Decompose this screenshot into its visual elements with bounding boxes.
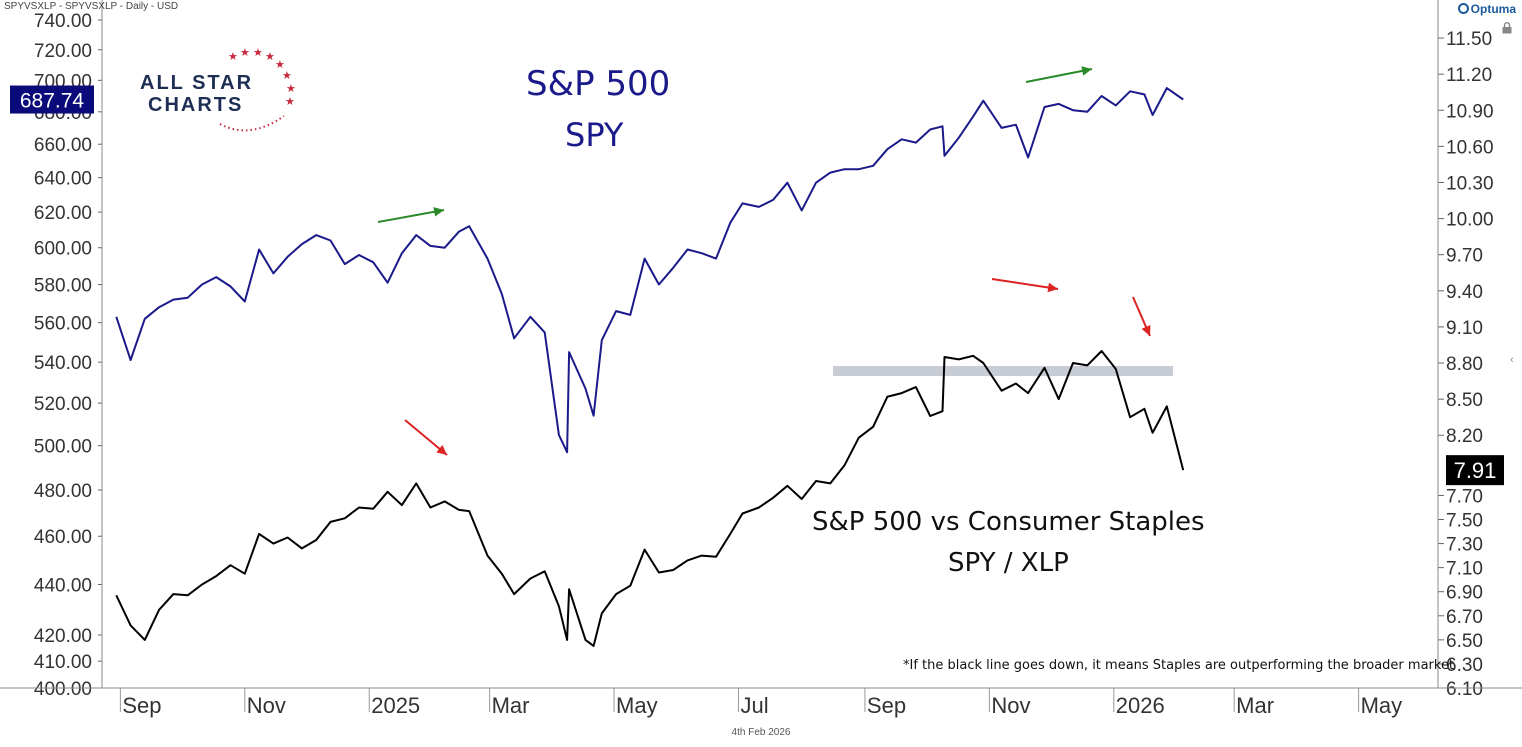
- left-tick-label: 540.00: [34, 353, 92, 374]
- left-tick-label: 520.00: [34, 394, 92, 415]
- x-tick-label: Nov: [991, 693, 1030, 718]
- right-tick-label: 6.50: [1446, 631, 1483, 652]
- left-tick-label: 580.00: [34, 276, 92, 297]
- up-arrow-2025-shaft: [377, 209, 445, 223]
- x-tick-label: Mar: [492, 693, 530, 718]
- left-tick-label: 480.00: [34, 481, 92, 502]
- svg-text:★: ★: [282, 70, 292, 82]
- series-layer: [115, 87, 1185, 647]
- left-tick-label: 410.00: [34, 652, 92, 673]
- x-tick-label: May: [616, 693, 658, 718]
- svg-text:★: ★: [240, 48, 250, 59]
- right-tick-label: 7.50: [1446, 510, 1483, 531]
- right-axis: 11.50 11.20 10.90 10.60 10.30 10.00 9.70 9.40 9.…: [1438, 29, 1494, 700]
- down-arrow-2025-head: [436, 444, 447, 455]
- svg-text:★: ★: [275, 59, 285, 71]
- right-tick-label: 8.80: [1446, 354, 1483, 375]
- svg-text:★: ★: [253, 48, 263, 59]
- spy-series-line: [115, 87, 1184, 454]
- collapse-panel-icon[interactable]: ‹: [1510, 354, 1514, 366]
- left-tick-label: 560.00: [34, 314, 92, 335]
- right-tick-label: 7.30: [1446, 535, 1483, 556]
- x-tick-label: May: [1361, 693, 1403, 718]
- trend-arrows: [377, 66, 1151, 456]
- optuma-logo: Optuma: [1457, 2, 1516, 16]
- right-tick-label: 11.50: [1446, 29, 1492, 50]
- left-tick-label: 440.00: [34, 576, 92, 597]
- right-tick-label: 10.60: [1446, 137, 1494, 158]
- right-tick-label: 6.30: [1446, 655, 1483, 676]
- ratio-title: S&P 500 vs Consumer Staples: [812, 507, 1205, 537]
- chart-header: SPYVSXLP - SPYVSXLP - Daily - USD: [4, 1, 179, 12]
- down-arrow-dec-head: [1047, 282, 1058, 293]
- left-tick-label: 600.00: [34, 239, 92, 260]
- allstarcharts-logo: ★ ★ ★ ★ ★ ★ ★ ★ ALL STAR CHARTS: [140, 48, 300, 138]
- x-tick-label: 2026: [1116, 693, 1165, 718]
- logo-line1: ALL STAR: [140, 72, 254, 94]
- left-tick-label: 620.00: [34, 203, 92, 224]
- right-tick-label: 10.90: [1446, 101, 1494, 122]
- right-tick-label: 9.70: [1446, 246, 1483, 267]
- right-tick-label: 6.10: [1446, 679, 1483, 700]
- value-badges: 687.74 7.91: [10, 85, 1504, 486]
- up-arrow-2026-shaft: [1025, 68, 1093, 83]
- down-arrow-2026-head: [1141, 325, 1151, 336]
- x-tick-label: 2025: [371, 693, 420, 718]
- ratio-subtitle: SPY / XLP: [948, 548, 1069, 578]
- x-tick-label: Sep: [122, 693, 161, 718]
- x-tick-label: Sep: [867, 693, 906, 718]
- ratio-last-value-label: 7.91: [1454, 458, 1497, 483]
- ratio-series-line: [115, 350, 1185, 647]
- left-tick-label: 400.00: [34, 679, 92, 700]
- logo-line2: CHARTS: [148, 94, 244, 116]
- spy-title: S&P 500: [526, 64, 671, 104]
- x-axis: Sep Nov 2025 Mar May Jul Sep Nov 2026 Mar May: [119, 688, 1403, 718]
- right-tick-label: 6.70: [1446, 607, 1483, 628]
- right-tick-label: 7.70: [1446, 486, 1483, 507]
- right-tick-label: 11.20: [1446, 65, 1492, 86]
- svg-text:★: ★: [286, 83, 296, 95]
- x-tick-label: Jul: [740, 693, 768, 718]
- right-tick-label: 10.00: [1446, 210, 1494, 231]
- right-tick-label: 6.90: [1446, 583, 1483, 604]
- x-tick-label: Nov: [247, 693, 286, 718]
- down-arrow-dec-shaft: [991, 278, 1059, 290]
- spy-last-value-badge: [10, 85, 94, 114]
- left-axis: 740.00720.00700.00680.00660.00640.00620.…: [34, 11, 102, 700]
- optuma-label: Optuma: [1470, 2, 1516, 16]
- spy-subtitle: SPY: [565, 116, 624, 154]
- logo-stars-icon: ★ ★ ★ ★ ★★ ★★: [219, 48, 296, 132]
- footnote: *If the black line goes down, it means S…: [903, 658, 1455, 673]
- right-tick-label: 8.50: [1446, 390, 1483, 411]
- right-tick-label: 9.10: [1446, 318, 1483, 339]
- left-tick-label: 660.00: [34, 135, 92, 156]
- x-tick-label: Mar: [1236, 693, 1274, 718]
- support-band: [833, 366, 1173, 376]
- left-tick-label: 460.00: [34, 527, 92, 548]
- left-tick-label: 500.00: [34, 437, 92, 458]
- chart-date: 4th Feb 2026: [731, 727, 791, 738]
- ratio-last-value-badge: [1446, 455, 1504, 486]
- right-tick-label: 9.40: [1446, 282, 1483, 303]
- right-tick-label: 7.10: [1446, 559, 1483, 580]
- lock-icon[interactable]: [1501, 22, 1513, 34]
- up-arrow-2025-head: [433, 207, 444, 217]
- optuma-circle-icon: [1457, 3, 1469, 14]
- svg-text:★: ★: [265, 51, 275, 63]
- left-tick-label: 420.00: [34, 626, 92, 647]
- up-arrow-2026-head: [1081, 66, 1092, 76]
- svg-text:★: ★: [228, 51, 238, 63]
- right-tick-label: 10.30: [1446, 173, 1494, 194]
- left-tick-label: 640.00: [34, 169, 92, 190]
- spy-last-value-label: 687.74: [20, 90, 85, 113]
- svg-text:★: ★: [285, 96, 295, 108]
- left-tick-label: 720.00: [34, 41, 92, 62]
- left-tick-label: 740.00: [34, 11, 92, 32]
- right-tick-label: 8.20: [1446, 426, 1483, 447]
